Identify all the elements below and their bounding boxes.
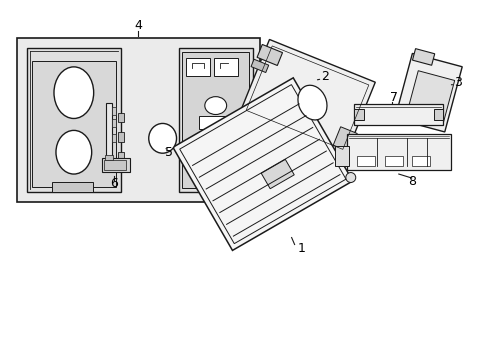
Bar [353, 104, 443, 125]
Polygon shape [257, 44, 282, 66]
Text: 7: 7 [389, 91, 397, 104]
Bar [384, 156, 402, 166]
Bar [335, 146, 348, 166]
Bar [199, 116, 231, 129]
Bar [112, 107, 116, 114]
Bar [214, 58, 238, 76]
Bar [203, 138, 226, 152]
Text: 2: 2 [321, 70, 328, 83]
Bar [118, 113, 123, 122]
Bar [112, 120, 116, 127]
Bar [182, 52, 248, 188]
Text: 5: 5 [164, 146, 172, 159]
Polygon shape [239, 40, 374, 156]
Text: 8: 8 [407, 175, 415, 189]
Bar [118, 132, 123, 142]
Bar [51, 182, 93, 192]
Polygon shape [173, 78, 352, 251]
Bar [203, 161, 226, 175]
Polygon shape [412, 49, 434, 65]
Ellipse shape [297, 85, 326, 120]
Bar [178, 48, 252, 192]
Text: 4: 4 [134, 19, 142, 32]
Polygon shape [261, 159, 294, 189]
Bar [118, 152, 123, 162]
Text: 3: 3 [453, 76, 461, 89]
Bar [27, 48, 121, 192]
Bar [411, 156, 428, 166]
Bar [105, 155, 113, 160]
Ellipse shape [56, 130, 92, 174]
Bar [346, 134, 450, 170]
Bar [196, 176, 232, 184]
Ellipse shape [148, 123, 176, 153]
Polygon shape [106, 103, 112, 160]
Bar [186, 58, 210, 76]
Polygon shape [102, 158, 130, 172]
Text: 1: 1 [297, 242, 305, 255]
Polygon shape [406, 71, 454, 125]
Bar [356, 156, 374, 166]
Bar [353, 109, 364, 121]
Circle shape [345, 172, 355, 183]
Ellipse shape [54, 67, 94, 118]
Polygon shape [332, 127, 356, 152]
Bar [32, 61, 116, 187]
Text: 6: 6 [110, 177, 118, 190]
Bar [104, 160, 126, 170]
Ellipse shape [204, 96, 226, 114]
Bar [433, 109, 443, 121]
Polygon shape [394, 53, 461, 132]
Bar [112, 134, 116, 142]
Polygon shape [250, 59, 268, 73]
Bar [17, 38, 259, 202]
